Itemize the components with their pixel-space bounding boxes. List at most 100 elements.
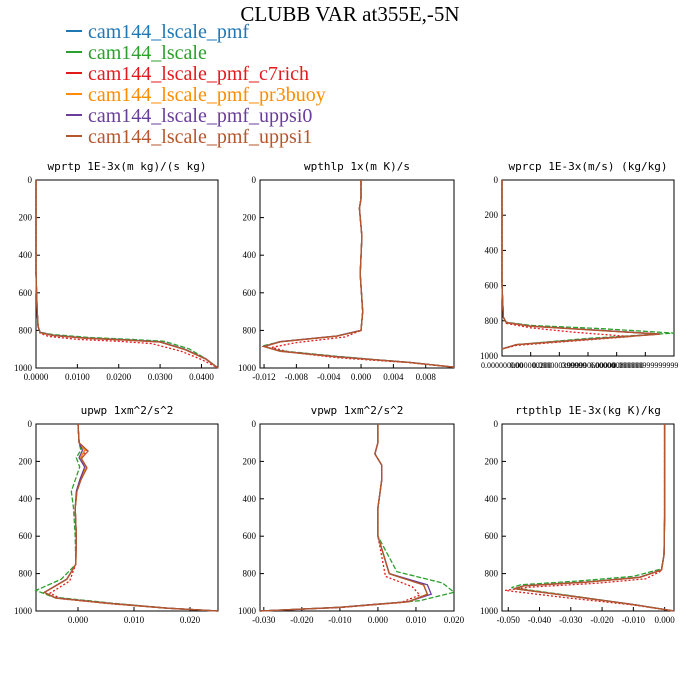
panel-title: rtpthlp 1E-3x(kg K)/kg xyxy=(515,404,661,417)
legend-swatch xyxy=(66,72,82,75)
legend-swatch xyxy=(66,51,82,54)
y-tick-label: 1000 xyxy=(480,606,499,616)
series-line xyxy=(259,424,456,612)
x-tick-label: -0.004 xyxy=(317,372,341,382)
chart-panel-3: wprcp 1E-3x(m/s) (kg/kg) 0 200 400 600 800 100… xyxy=(480,160,678,370)
x-tick-label: 0.000000000 xyxy=(481,361,523,370)
series-line xyxy=(501,180,660,350)
legend-item: cam144_lscale xyxy=(66,43,326,64)
y-tick-label: 0 xyxy=(252,175,257,185)
plot-frame xyxy=(501,423,675,612)
y-tick-label: 400 xyxy=(19,494,33,504)
legend-label: cam144_lscale_pmf_c7rich xyxy=(88,63,310,85)
panel-title: vpwp 1xm^2/s^2 xyxy=(311,404,404,417)
x-tick-label: 0.000 xyxy=(351,372,372,382)
x-tick-label: 0.010 xyxy=(406,615,427,625)
plot-frame xyxy=(35,423,219,612)
y-tick-label: 400 xyxy=(243,250,257,260)
y-tick-label: 0 xyxy=(494,175,499,185)
legend-swatch xyxy=(66,30,82,33)
panel-title: wprcp 1E-3x(m/s) (kg/kg) xyxy=(509,160,668,173)
y-tick-label: 200 xyxy=(243,456,257,466)
y-tick-label: 800 xyxy=(243,569,257,579)
series-line xyxy=(35,180,219,369)
series-line xyxy=(505,424,675,612)
y-tick-label: 200 xyxy=(243,213,257,223)
legend-label: cam144_lscale_pmf_pr3buoy xyxy=(88,84,326,106)
series-line xyxy=(259,424,433,612)
legend-item: cam144_lscale_pmf_uppsi0 xyxy=(66,106,326,127)
y-tick-label: 400 xyxy=(19,250,33,260)
legend-item: cam144_lscale_pmf xyxy=(66,22,326,43)
series-line xyxy=(43,423,219,612)
y-tick-label: 200 xyxy=(485,456,499,466)
x-tick-label: 0.020 xyxy=(444,615,465,625)
x-tick-label: 0.0200 xyxy=(106,372,131,382)
x-tick-label: -0.012 xyxy=(252,372,275,382)
chart-panel-4: upwp 1xm^2/s^2 0 200 400 600 800 1000 0.000 0.01… xyxy=(14,404,219,625)
y-tick-label: 200 xyxy=(19,456,33,466)
y-tick-label: 800 xyxy=(19,325,33,335)
chart-panel-2: wpthlp 1x(m K)/s02004006008001000-0.012-… xyxy=(238,160,455,382)
y-tick-label: 600 xyxy=(19,288,33,298)
y-tick-label: 0 xyxy=(28,419,33,429)
plot-frame xyxy=(259,179,455,369)
series-line xyxy=(262,180,455,368)
x-tick-label: 0.0000 xyxy=(24,372,49,382)
y-tick-label: 800 xyxy=(243,325,257,335)
y-tick-label: 400 xyxy=(485,245,499,255)
series-line xyxy=(259,424,421,612)
x-tick-label: 0.010 xyxy=(124,615,145,625)
series-line xyxy=(501,180,660,350)
panel-title: wprtp 1E-3x(m kg)/(s kg) xyxy=(48,160,207,173)
series-line xyxy=(514,424,675,612)
x-tick-label: 0.000 xyxy=(368,615,389,625)
x-tick-label: -0.010 xyxy=(622,615,646,625)
x-tick-label: 0.000000200 xyxy=(510,361,552,370)
x-tick-label: 0.008 xyxy=(416,372,437,382)
x-tick-label: -0.020 xyxy=(590,615,614,625)
x-tick-label: -0.030 xyxy=(252,615,276,625)
x-tick-label: 0.000000999999999 xyxy=(612,361,678,370)
y-tick-label: 800 xyxy=(485,316,499,326)
plot-frame xyxy=(259,423,455,612)
y-tick-label: 600 xyxy=(19,531,33,541)
series-line xyxy=(501,180,660,350)
x-tick-label: 0.000000600000 xyxy=(561,361,615,370)
panel-title: wpthlp 1x(m K)/s xyxy=(304,160,410,173)
x-tick-label: 0.0400 xyxy=(189,372,214,382)
legend-label: cam144_lscale_pmf_uppsi1 xyxy=(88,126,313,148)
page-title: CLUBB VAR at355E,-5N xyxy=(240,2,460,26)
y-tick-label: 400 xyxy=(485,494,499,504)
series-line xyxy=(261,180,455,368)
legend-item: cam144_lscale_pmf_pr3buoy xyxy=(66,85,326,106)
legend-label: cam144_lscale_pmf xyxy=(88,21,250,43)
series-line xyxy=(501,180,660,350)
x-tick-label: -0.020 xyxy=(290,615,314,625)
panel-title: upwp 1xm^2/s^2 xyxy=(81,404,174,417)
x-tick-label: 0.000 xyxy=(68,615,89,625)
series-line xyxy=(501,180,675,350)
legend-swatch xyxy=(66,93,82,96)
y-tick-label: 1000 xyxy=(238,363,257,373)
series-line xyxy=(43,423,219,612)
y-tick-label: 1000 xyxy=(480,351,499,361)
legend-item: cam144_lscale_pmf_uppsi1 xyxy=(66,127,326,148)
y-tick-label: 600 xyxy=(485,531,499,541)
y-tick-label: 600 xyxy=(243,288,257,298)
y-tick-label: 200 xyxy=(485,210,499,220)
y-tick-label: 1000 xyxy=(14,606,33,616)
legend-label: cam144_lscale xyxy=(88,42,207,64)
y-tick-label: 0 xyxy=(252,419,257,429)
x-tick-label: 0.000000399999 xyxy=(532,361,586,370)
series-line xyxy=(259,424,429,612)
y-tick-label: 1000 xyxy=(14,363,33,373)
x-tick-label: 0.000 xyxy=(654,615,675,625)
series-line xyxy=(43,423,219,612)
x-tick-label: -0.008 xyxy=(285,372,309,382)
y-tick-label: 800 xyxy=(19,569,33,579)
chart-panel-5: vpwp 1xm^2/s^2 0 200 400 600 800 1000-0.030 -0.… xyxy=(238,404,465,625)
y-tick-label: 600 xyxy=(243,531,257,541)
y-tick-label: 400 xyxy=(243,494,257,504)
